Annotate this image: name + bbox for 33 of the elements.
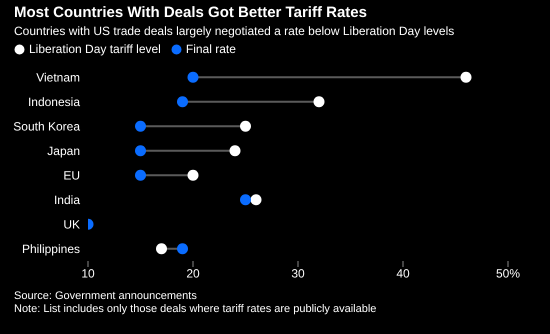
point xyxy=(177,96,188,108)
y-tick-label: Philippines xyxy=(22,242,80,256)
point xyxy=(240,120,251,132)
point xyxy=(188,170,198,181)
chart-subtitle: Countries with US trade deals largely negotiated a rate below Liberation Day levels xyxy=(14,23,456,40)
y-tick-label: Vietnam xyxy=(36,70,80,85)
point xyxy=(135,120,146,132)
point xyxy=(314,96,324,108)
point xyxy=(135,145,146,156)
point xyxy=(135,170,146,181)
x-tick-label: 10 xyxy=(81,266,95,281)
y-tick-label: Indonesia xyxy=(28,95,80,110)
point xyxy=(240,194,251,206)
text: Note: List includes only those deals where tariff rates are publicly available xyxy=(14,303,378,316)
y-tick-label: Japan xyxy=(47,144,80,158)
legend-label: Final rate xyxy=(186,42,236,56)
point xyxy=(230,145,240,156)
point xyxy=(188,72,198,83)
x-tick-label: 40 xyxy=(396,266,410,281)
y-tick-label: EU xyxy=(63,168,80,183)
point xyxy=(250,194,262,206)
x-tick-label: 50% xyxy=(496,266,520,281)
x-tick-label: 20 xyxy=(186,266,200,281)
point xyxy=(177,243,188,254)
legend-label: Liberation Day tariff level xyxy=(29,42,161,56)
y-tick-label: UK xyxy=(63,218,80,232)
chart-title: Most Countries With Deals Got Better Tariff Rates xyxy=(14,4,368,22)
point xyxy=(156,243,167,254)
x-tick-label: 30 xyxy=(291,266,305,281)
source-note: Source: Government announcements xyxy=(14,290,198,303)
point xyxy=(460,72,472,83)
y-tick-label: South Korea xyxy=(13,120,80,134)
y-tick-label: India xyxy=(54,193,80,208)
